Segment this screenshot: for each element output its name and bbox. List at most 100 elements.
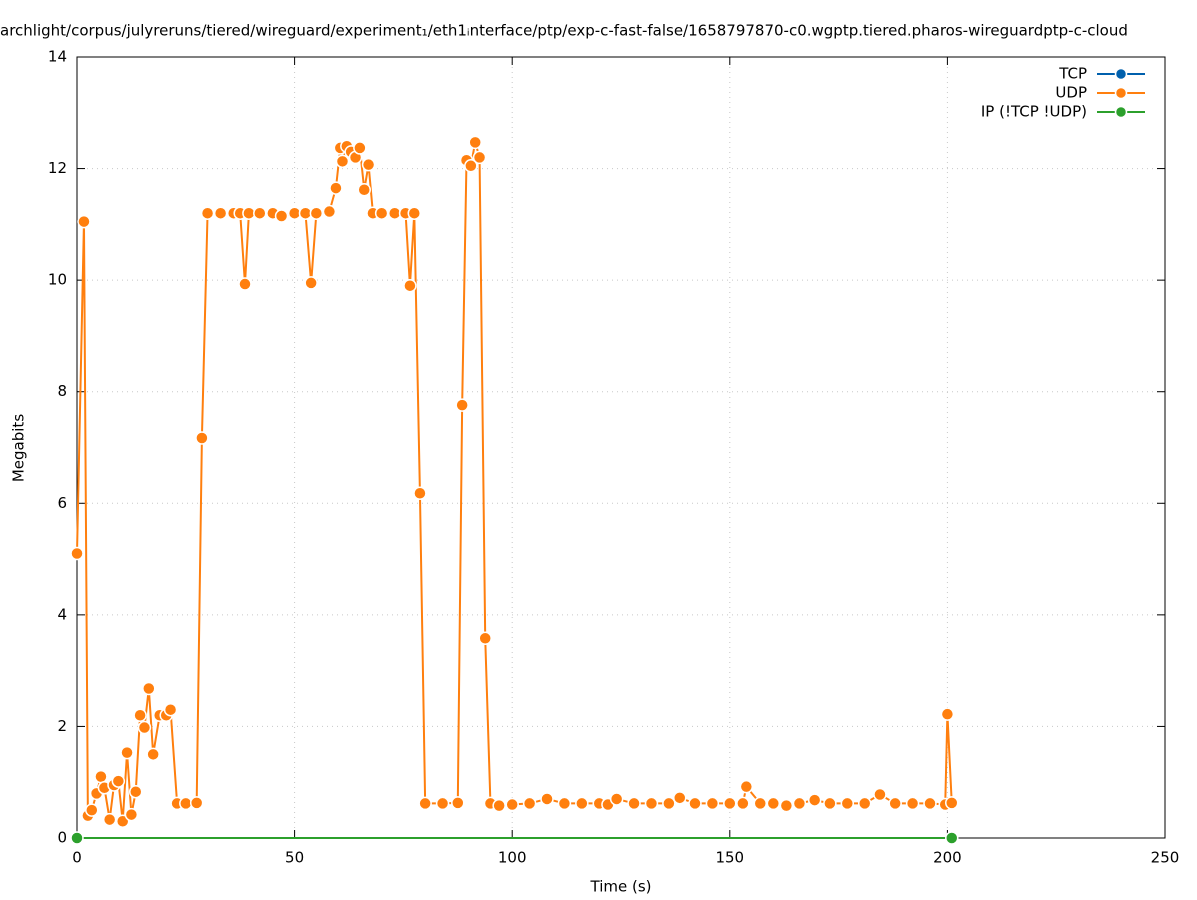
data-point bbox=[492, 798, 506, 813]
data-point bbox=[662, 796, 676, 811]
data-point bbox=[102, 812, 117, 827]
data-point bbox=[945, 831, 959, 845]
y-tick-label: 2 bbox=[57, 717, 67, 735]
data-point bbox=[451, 796, 465, 810]
data-point bbox=[575, 796, 589, 811]
data-point bbox=[705, 796, 720, 811]
legend-label: IP (!TCP !UDP) bbox=[981, 103, 1087, 121]
data-point bbox=[189, 796, 204, 810]
data-point bbox=[418, 796, 432, 811]
data-point bbox=[413, 486, 427, 500]
y-axis-label: Megabits bbox=[10, 414, 28, 482]
data-point bbox=[407, 206, 422, 220]
data-point bbox=[455, 398, 469, 412]
data-point bbox=[923, 796, 937, 811]
data-point bbox=[357, 183, 371, 197]
data-point bbox=[374, 206, 389, 220]
legend-marker bbox=[1114, 105, 1128, 119]
x-tick-label: 50 bbox=[285, 849, 304, 867]
y-tick-label: 0 bbox=[57, 829, 67, 847]
data-point bbox=[766, 796, 781, 811]
legend-label: TCP bbox=[1058, 65, 1087, 83]
y-tick-label: 10 bbox=[48, 271, 67, 289]
data-point bbox=[540, 792, 554, 806]
data-point bbox=[873, 787, 887, 802]
legend-label: UDP bbox=[1055, 84, 1087, 102]
data-point bbox=[274, 209, 289, 223]
data-point bbox=[309, 206, 324, 220]
x-tick-label: 150 bbox=[715, 849, 744, 867]
data-point bbox=[77, 214, 91, 229]
data-point bbox=[329, 181, 343, 195]
data-point bbox=[115, 814, 130, 829]
data-point bbox=[353, 141, 367, 155]
data-point bbox=[403, 278, 417, 293]
data-point bbox=[111, 774, 126, 788]
data-point bbox=[195, 431, 209, 445]
data-point bbox=[478, 631, 492, 646]
x-tick-label: 0 bbox=[72, 849, 82, 867]
y-tick-label: 8 bbox=[57, 382, 67, 400]
data-point bbox=[129, 784, 143, 799]
data-point bbox=[736, 796, 750, 811]
x-tick-label: 250 bbox=[1151, 849, 1180, 867]
data-point bbox=[335, 154, 350, 169]
data-point bbox=[85, 803, 99, 817]
data-point bbox=[840, 796, 855, 811]
data-point bbox=[464, 159, 478, 173]
x-axis-label: Time (s) bbox=[590, 878, 652, 896]
data-point bbox=[146, 747, 160, 762]
data-point bbox=[361, 157, 376, 172]
data-point bbox=[823, 796, 837, 811]
data-point bbox=[857, 796, 872, 811]
data-point bbox=[723, 796, 737, 811]
data-point bbox=[468, 135, 482, 150]
data-point bbox=[163, 702, 178, 717]
data-point bbox=[888, 796, 902, 811]
data-point bbox=[522, 796, 537, 811]
data-point bbox=[322, 204, 337, 219]
data-point bbox=[142, 681, 156, 696]
data-point bbox=[137, 720, 152, 735]
data-point bbox=[133, 708, 147, 723]
y-tick-label: 6 bbox=[57, 494, 67, 512]
data-point bbox=[644, 796, 659, 811]
data-point bbox=[807, 793, 822, 807]
data-point bbox=[673, 791, 687, 805]
y-tick-label: 12 bbox=[48, 159, 67, 177]
data-point bbox=[238, 277, 252, 291]
data-point bbox=[94, 769, 108, 784]
data-point bbox=[124, 807, 139, 822]
data-point bbox=[435, 796, 450, 811]
legend-marker bbox=[1114, 86, 1128, 100]
x-tick-label: 200 bbox=[933, 849, 962, 867]
data-point bbox=[739, 779, 754, 794]
data-point bbox=[70, 831, 84, 845]
data-point bbox=[688, 796, 702, 811]
series-line bbox=[76, 142, 953, 822]
data-point bbox=[792, 796, 807, 811]
data-point bbox=[505, 797, 519, 812]
data-point bbox=[213, 206, 228, 220]
data-point bbox=[70, 546, 84, 561]
data-point bbox=[120, 745, 134, 760]
data-point bbox=[905, 796, 920, 811]
data-point bbox=[609, 792, 624, 806]
data-point bbox=[253, 206, 267, 220]
data-point bbox=[557, 796, 572, 811]
legend-marker bbox=[1114, 67, 1128, 81]
data-point bbox=[200, 206, 215, 220]
data-point bbox=[627, 796, 641, 811]
x-tick-label: 100 bbox=[498, 849, 527, 867]
y-tick-label: 14 bbox=[48, 48, 67, 66]
chart-title: archlight/corpus/julyreruns/tiered/wireg… bbox=[0, 22, 1128, 40]
data-point bbox=[940, 707, 955, 721]
data-point bbox=[779, 798, 794, 813]
data-point bbox=[304, 276, 318, 290]
data-point bbox=[472, 150, 487, 165]
data-point bbox=[945, 796, 959, 810]
plot-border bbox=[76, 56, 1166, 839]
y-tick-label: 4 bbox=[57, 605, 67, 623]
data-point bbox=[753, 796, 768, 811]
